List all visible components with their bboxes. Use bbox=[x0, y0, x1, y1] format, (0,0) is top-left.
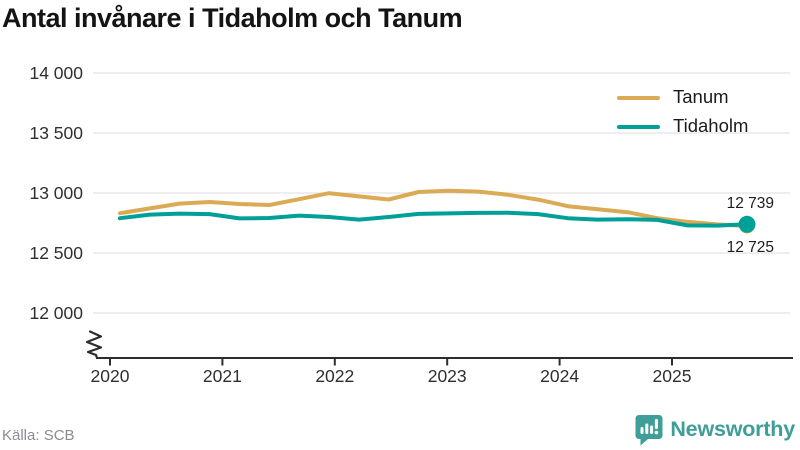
y-tick-label: 13 000 bbox=[29, 183, 83, 203]
y-tick-label: 14 000 bbox=[29, 63, 83, 83]
y-axis-labels: 12 000 12 500 13 000 13 500 14 000 bbox=[29, 63, 83, 323]
bar-chart-speech-bubble-icon bbox=[635, 415, 663, 446]
x-tick-label: 2020 bbox=[91, 366, 130, 386]
x-tick-label: 2025 bbox=[653, 366, 692, 386]
x-axis: 2020 2021 2022 2023 2024 2025 bbox=[91, 357, 793, 386]
source-note: Källa: SCB bbox=[2, 427, 75, 444]
tanum-line bbox=[118, 188, 749, 228]
x-tick-label: 2021 bbox=[203, 366, 242, 386]
legend-swatch-0 bbox=[617, 95, 660, 100]
y-tick-label: 12 000 bbox=[29, 303, 83, 323]
end-dots bbox=[738, 215, 756, 234]
tidaholm-line bbox=[118, 210, 749, 228]
y-tick-label: 13 500 bbox=[29, 123, 83, 143]
chart-title: Antal invånare i Tidaholm och Tanum bbox=[2, 3, 463, 33]
x-tick-label: 2023 bbox=[428, 366, 467, 386]
tidaholm-end-dot bbox=[738, 215, 756, 233]
y-tick-label: 12 500 bbox=[29, 243, 83, 263]
legend: Tanum Tidaholm bbox=[617, 83, 748, 141]
x-tick-label: 2022 bbox=[315, 366, 354, 386]
legend-item-tanum: Tanum bbox=[617, 83, 748, 112]
newsworthy-logo-text: Newsworthy bbox=[670, 417, 795, 442]
legend-swatch-1 bbox=[617, 124, 660, 129]
newsworthy-logo[interactable]: Newsworthy bbox=[635, 414, 795, 446]
x-tick-label: 2024 bbox=[540, 366, 579, 386]
legend-item-tidaholm: Tidaholm bbox=[617, 112, 748, 141]
legend-label-tanum: Tanum bbox=[673, 86, 729, 108]
end-value-tanum: 12 725 bbox=[726, 239, 774, 256]
end-value-tidaholm: 12 739 bbox=[726, 195, 774, 212]
legend-label-tidaholm: Tidaholm bbox=[673, 115, 749, 137]
axis-break-icon bbox=[85, 330, 103, 360]
series-lines bbox=[118, 188, 749, 228]
